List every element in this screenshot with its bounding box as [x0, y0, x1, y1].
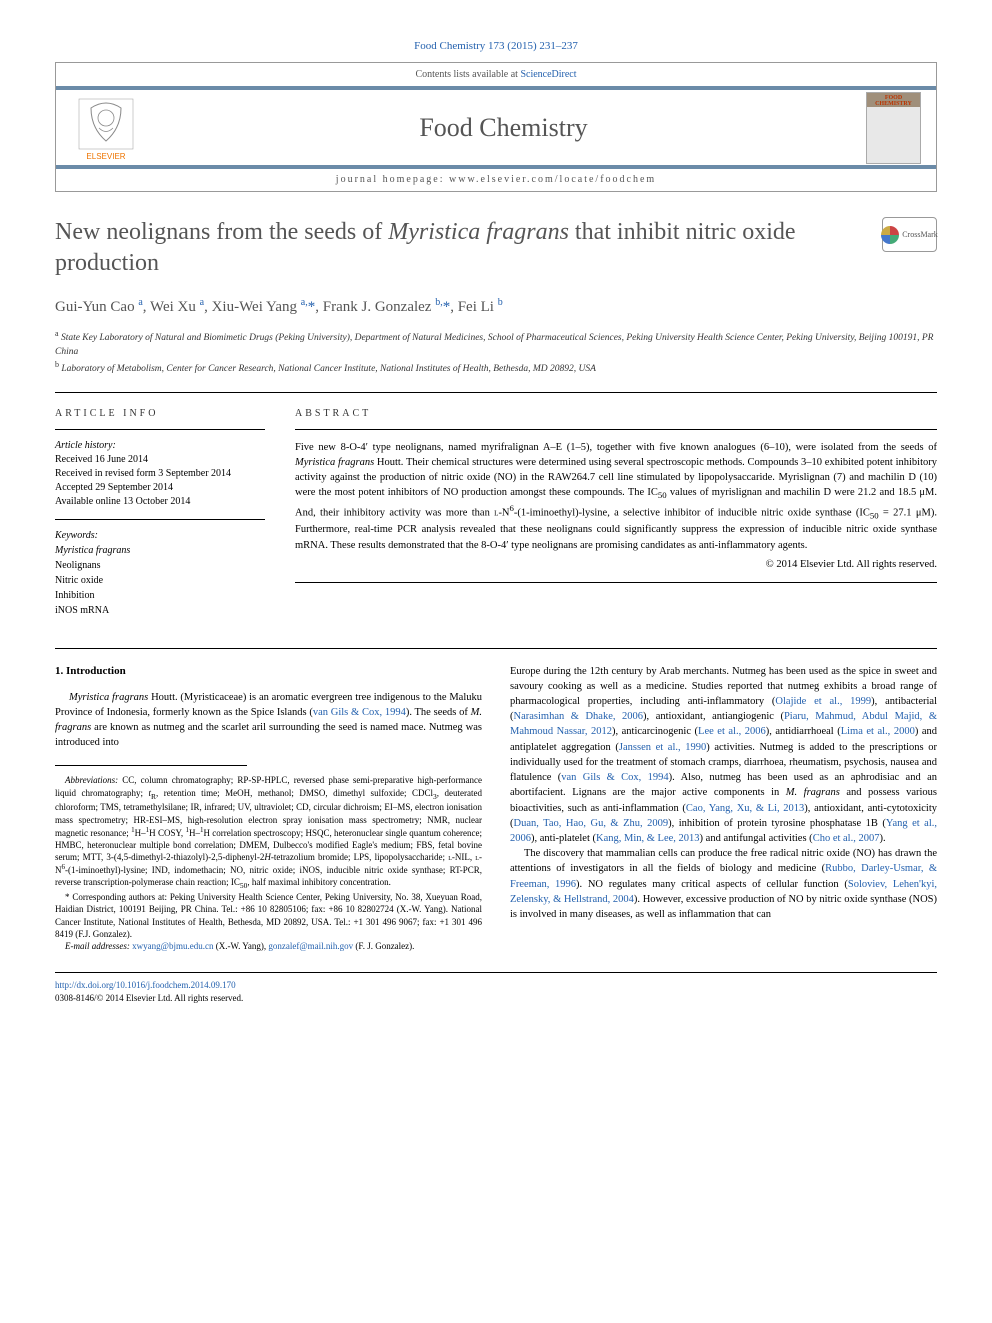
- keywords-label: Keywords:: [55, 530, 265, 541]
- affiliations: a State Key Laboratory of Natural and Bi…: [55, 328, 937, 376]
- divider: [55, 392, 937, 393]
- abstract-text: Five new 8-O-4′ type neolignans, named m…: [295, 440, 937, 553]
- received-date: Received 16 June 2014: [55, 453, 265, 467]
- affiliation-b: Laboratory of Metabolism, Center for Can…: [61, 364, 596, 374]
- info-divider: [55, 519, 265, 520]
- contents-label: Contents lists available at: [415, 69, 520, 80]
- abbrev-label: Abbreviations:: [65, 775, 118, 785]
- abbreviations-footnote: Abbreviations: CC, column chromatography…: [55, 774, 482, 891]
- email-text: xwyang@bjmu.edu.cn (X.-W. Yang), gonzale…: [130, 941, 415, 951]
- svg-text:ELSEVIER: ELSEVIER: [86, 152, 125, 161]
- article-info-heading: ARTICLE INFO: [55, 408, 265, 419]
- header-bottom-bar: journal homepage: www.elsevier.com/locat…: [56, 165, 936, 190]
- article-title: New neolignans from the seeds of Myristi…: [55, 217, 882, 279]
- homepage-label: journal homepage:: [336, 174, 449, 185]
- keyword: iNOS mRNA: [55, 603, 265, 618]
- corresponding-footnote: * Corresponding authors at: Peking Unive…: [55, 891, 482, 940]
- title-italic: Myristica fragrans: [388, 219, 569, 245]
- crossmark-badge[interactable]: CrossMark: [882, 217, 937, 252]
- doi-link[interactable]: http://dx.doi.org/10.1016/j.foodchem.201…: [55, 980, 236, 990]
- info-divider: [55, 429, 265, 430]
- history-label: Article history:: [55, 440, 265, 451]
- body-paragraph: The discovery that mammalian cells can p…: [510, 846, 937, 922]
- authors-line: Gui-Yun Cao a, Wei Xu a, Xiu-Wei Yang a,…: [55, 297, 937, 316]
- citation-bar: Food Chemistry 173 (2015) 231–237: [55, 40, 937, 52]
- abstract-copyright: © 2014 Elsevier Ltd. All rights reserved…: [295, 559, 937, 570]
- article-info-column: ARTICLE INFO Article history: Received 1…: [55, 408, 265, 618]
- page-footer: http://dx.doi.org/10.1016/j.foodchem.201…: [55, 972, 937, 1004]
- info-divider: [295, 429, 937, 430]
- crossmark-label: CrossMark: [902, 230, 938, 239]
- intro-paragraph: Myristica fragrans Houtt. (Myristicaceae…: [55, 690, 482, 751]
- info-divider: [295, 582, 937, 583]
- section-heading: 1. Introduction: [55, 664, 482, 680]
- email-footnote: E-mail addresses: xwyang@bjmu.edu.cn (X.…: [55, 940, 482, 952]
- keyword: Myristica fragrans: [55, 543, 265, 558]
- keyword: Nitric oxide: [55, 573, 265, 588]
- crossmark-icon: [881, 226, 899, 244]
- keyword: Neolignans: [55, 558, 265, 573]
- online-date: Available online 13 October 2014: [55, 495, 265, 509]
- issn-copyright: 0308-8146/© 2014 Elsevier Ltd. All right…: [55, 992, 937, 1005]
- keyword: Inhibition: [55, 588, 265, 603]
- abstract-heading: ABSTRACT: [295, 408, 937, 419]
- journal-header: Contents lists available at ScienceDirec…: [55, 62, 937, 192]
- homepage-url[interactable]: www.elsevier.com/locate/foodchem: [449, 174, 656, 185]
- affiliation-a: State Key Laboratory of Natural and Biom…: [55, 334, 933, 357]
- divider: [55, 648, 937, 649]
- footnote-divider: [55, 765, 247, 766]
- title-prefix: New neolignans from the seeds of: [55, 219, 388, 245]
- sciencedirect-link[interactable]: ScienceDirect: [520, 69, 576, 80]
- body-left-column: 1. Introduction Myristica fragrans Houtt…: [55, 664, 482, 952]
- body-right-column: Europe during the 12th century by Arab m…: [510, 664, 937, 952]
- header-top-bar: Contents lists available at ScienceDirec…: [56, 63, 936, 90]
- abstract-column: ABSTRACT Five new 8-O-4′ type neolignans…: [295, 408, 937, 618]
- keywords-list: Myristica fragrans Neolignans Nitric oxi…: [55, 543, 265, 618]
- email-label: E-mail addresses:: [65, 941, 130, 951]
- elsevier-logo: ELSEVIER: [71, 93, 141, 163]
- body-paragraph: Europe during the 12th century by Arab m…: [510, 664, 937, 847]
- journal-cover-icon: FOOD CHEMISTRY: [866, 92, 921, 164]
- abbrev-text: CC, column chromatography; RP-SP-HPLC, r…: [55, 775, 482, 887]
- accepted-date: Accepted 29 September 2014: [55, 481, 265, 495]
- history-dates: Received 16 June 2014 Received in revise…: [55, 453, 265, 509]
- journal-name: Food Chemistry: [141, 113, 866, 143]
- revised-date: Received in revised form 3 September 201…: [55, 467, 265, 481]
